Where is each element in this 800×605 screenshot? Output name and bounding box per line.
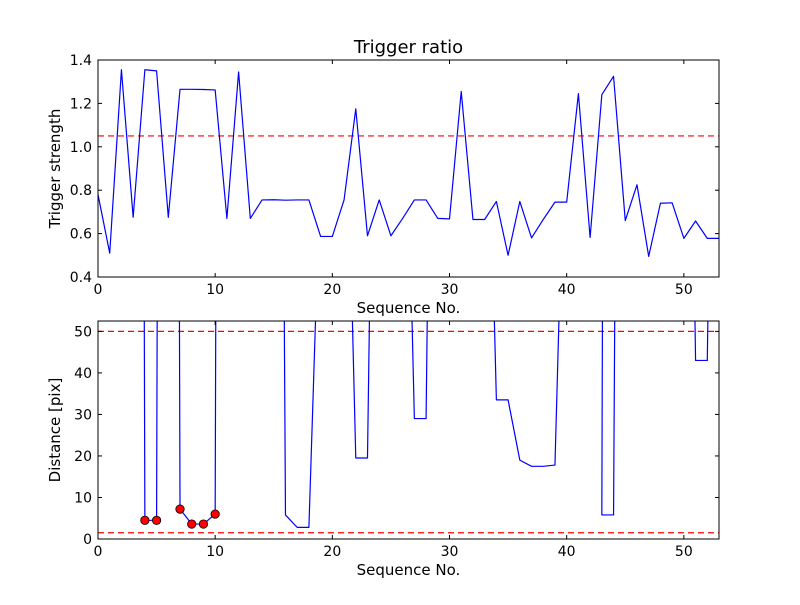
x-tick-label: 30	[441, 544, 459, 560]
series-line-0	[98, 69, 719, 257]
highlight-point	[140, 515, 150, 525]
highlight-point	[198, 519, 209, 529]
plot-frame	[97, 59, 720, 278]
chart-title: Trigger ratio	[353, 37, 463, 58]
y-tick-label: 0.8	[70, 183, 92, 199]
x-tick-label: 10	[206, 544, 224, 560]
highlight-point	[210, 509, 220, 519]
y-tick-label: 30	[74, 407, 92, 423]
x-tick-label: 50	[675, 282, 693, 298]
plot-area	[98, 321, 719, 539]
y-tick-label: 0.6	[70, 227, 92, 243]
highlight-point	[175, 504, 185, 514]
y-tick-label: 1.4	[70, 53, 92, 69]
x-tick-label: 30	[441, 282, 459, 298]
x-tick-label: 20	[323, 282, 341, 298]
y-axis-label: Trigger strength	[46, 109, 64, 230]
y-tick-label: 20	[74, 449, 92, 465]
x-tick-label: 0	[94, 282, 103, 298]
highlight-point	[187, 519, 197, 529]
y-tick-label: 10	[74, 490, 92, 506]
x-axis-label: Sequence No.	[357, 561, 461, 579]
y-axis-label: Distance [pix]	[46, 378, 64, 483]
x-axis-label: Sequence No.	[357, 299, 461, 317]
y-tick-label: 0.4	[70, 270, 92, 286]
x-tick-label: 10	[206, 282, 224, 298]
plot-frame	[97, 320, 720, 540]
y-tick-label: 1.2	[70, 96, 92, 112]
x-tick-label: 40	[558, 282, 576, 298]
y-tick-label: 40	[74, 366, 92, 382]
x-tick-label: 0	[94, 544, 103, 560]
y-tick-label: 0	[83, 532, 92, 548]
y-tick-label: 1.0	[70, 140, 92, 156]
x-tick-label: 50	[675, 544, 693, 560]
y-tick-label: 50	[74, 324, 92, 340]
x-tick-label: 40	[558, 544, 576, 560]
trigger-ratio-plot: 0 10 20 30 40 50 0.4 0.6 0.8 1.0 1.2 1.4 Sequence No…	[46, 37, 720, 317]
highlight-point	[151, 515, 162, 525]
x-tick-label: 20	[323, 544, 341, 560]
distance-plot: 0 10 20 30 40 50 0 10 20 30 40 50 Sequence No. Distan…	[46, 320, 720, 579]
plot-area	[98, 60, 719, 277]
